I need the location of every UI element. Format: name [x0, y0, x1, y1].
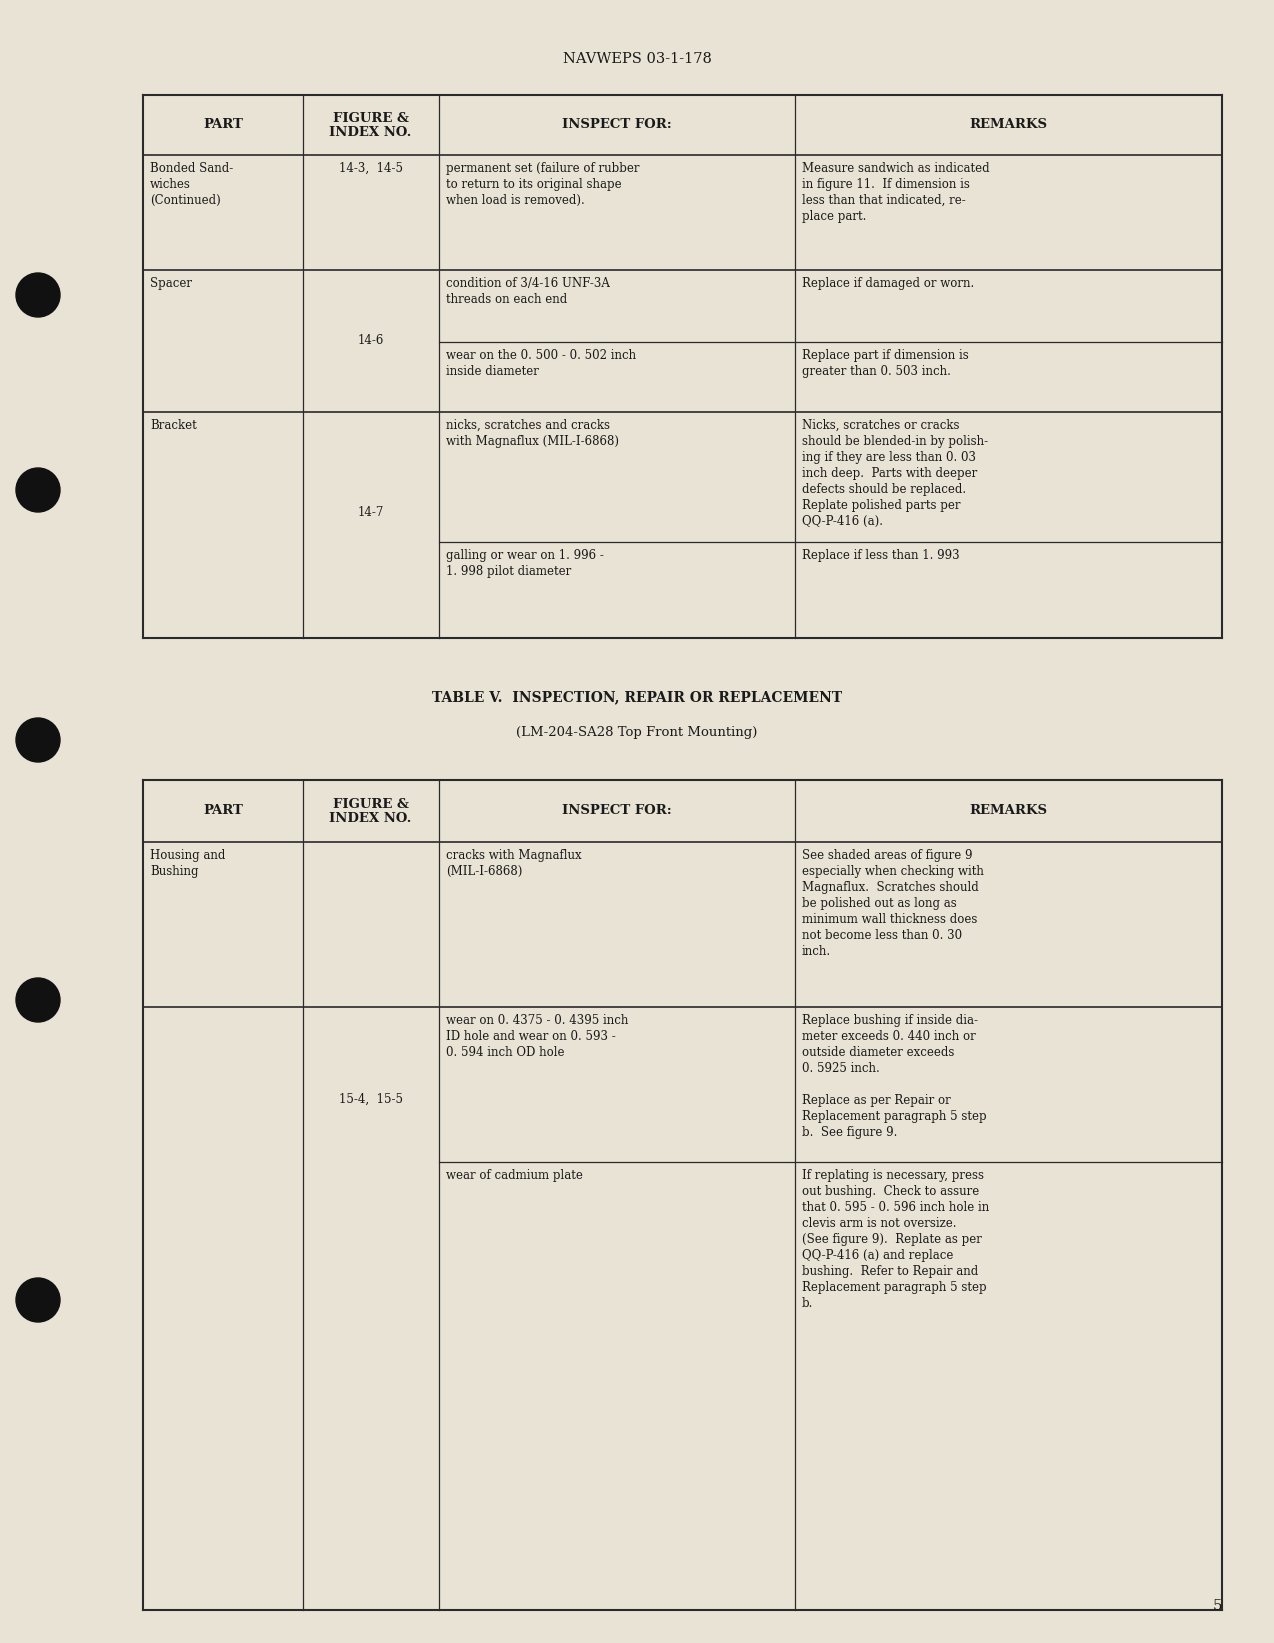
Text: 14-7: 14-7 — [358, 506, 383, 519]
Text: Housing and
Bushing: Housing and Bushing — [150, 849, 225, 877]
Text: 5: 5 — [1213, 1599, 1222, 1613]
Circle shape — [17, 978, 60, 1022]
Circle shape — [17, 718, 60, 762]
Text: Nicks, scratches or cracks
should be blended-in by polish-
ing if they are less : Nicks, scratches or cracks should be ble… — [801, 419, 987, 527]
Text: Replace part if dimension is
greater than 0. 503 inch.: Replace part if dimension is greater tha… — [801, 348, 968, 378]
Text: nicks, scratches and cracks
with Magnaflux (MIL-I-6868): nicks, scratches and cracks with Magnafl… — [446, 419, 619, 449]
Text: Bracket: Bracket — [150, 419, 196, 432]
Text: REMARKS: REMARKS — [970, 805, 1047, 818]
Text: Spacer: Spacer — [150, 278, 192, 291]
Text: INSPECT FOR:: INSPECT FOR: — [562, 805, 671, 818]
Text: (LM-204-SA28 Top Front Mounting): (LM-204-SA28 Top Front Mounting) — [516, 726, 758, 739]
Circle shape — [17, 468, 60, 513]
Text: If replating is necessary, press
out bushing.  Check to assure
that 0. 595 - 0. : If replating is necessary, press out bus… — [801, 1170, 989, 1309]
Text: FIGURE &: FIGURE & — [333, 797, 409, 810]
Text: condition of 3/4-16 UNF-3A
threads on each end: condition of 3/4-16 UNF-3A threads on ea… — [446, 278, 609, 306]
Text: Bonded Sand-
wiches
(Continued): Bonded Sand- wiches (Continued) — [150, 163, 233, 207]
Text: wear on 0. 4375 - 0. 4395 inch
ID hole and wear on 0. 593 -
0. 594 inch OD hole: wear on 0. 4375 - 0. 4395 inch ID hole a… — [446, 1014, 628, 1060]
Text: INDEX NO.: INDEX NO. — [330, 125, 412, 138]
Circle shape — [17, 1278, 60, 1323]
Text: Replace bushing if inside dia-
meter exceeds 0. 440 inch or
outside diameter exc: Replace bushing if inside dia- meter exc… — [801, 1014, 986, 1139]
Text: 15-4,  15-5: 15-4, 15-5 — [339, 1093, 403, 1106]
Text: permanent set (failure of rubber
to return to its original shape
when load is re: permanent set (failure of rubber to retu… — [446, 163, 640, 207]
Text: Measure sandwich as indicated
in figure 11.  If dimension is
less than that indi: Measure sandwich as indicated in figure … — [801, 163, 990, 223]
Text: PART: PART — [203, 805, 243, 818]
Text: REMARKS: REMARKS — [970, 118, 1047, 131]
Text: TABLE V.  INSPECTION, REPAIR OR REPLACEMENT: TABLE V. INSPECTION, REPAIR OR REPLACEME… — [432, 690, 842, 703]
Text: See shaded areas of figure 9
especially when checking with
Magnaflux.  Scratches: See shaded areas of figure 9 especially … — [801, 849, 984, 958]
Text: PART: PART — [203, 118, 243, 131]
Text: 14-6: 14-6 — [358, 335, 383, 348]
Text: INDEX NO.: INDEX NO. — [330, 812, 412, 825]
Text: Replace if less than 1. 993: Replace if less than 1. 993 — [801, 549, 959, 562]
Text: cracks with Magnaflux
(MIL-I-6868): cracks with Magnaflux (MIL-I-6868) — [446, 849, 581, 877]
Text: wear on the 0. 500 - 0. 502 inch
inside diameter: wear on the 0. 500 - 0. 502 inch inside … — [446, 348, 636, 378]
Text: wear of cadmium plate: wear of cadmium plate — [446, 1170, 582, 1181]
Text: Replace if damaged or worn.: Replace if damaged or worn. — [801, 278, 973, 291]
Text: galling or wear on 1. 996 -
1. 998 pilot diameter: galling or wear on 1. 996 - 1. 998 pilot… — [446, 549, 604, 578]
Text: 14-3,  14-5: 14-3, 14-5 — [339, 163, 403, 176]
Text: NAVWEPS 03-1-178: NAVWEPS 03-1-178 — [563, 53, 711, 66]
Text: FIGURE &: FIGURE & — [333, 112, 409, 125]
Circle shape — [17, 273, 60, 317]
Text: INSPECT FOR:: INSPECT FOR: — [562, 118, 671, 131]
